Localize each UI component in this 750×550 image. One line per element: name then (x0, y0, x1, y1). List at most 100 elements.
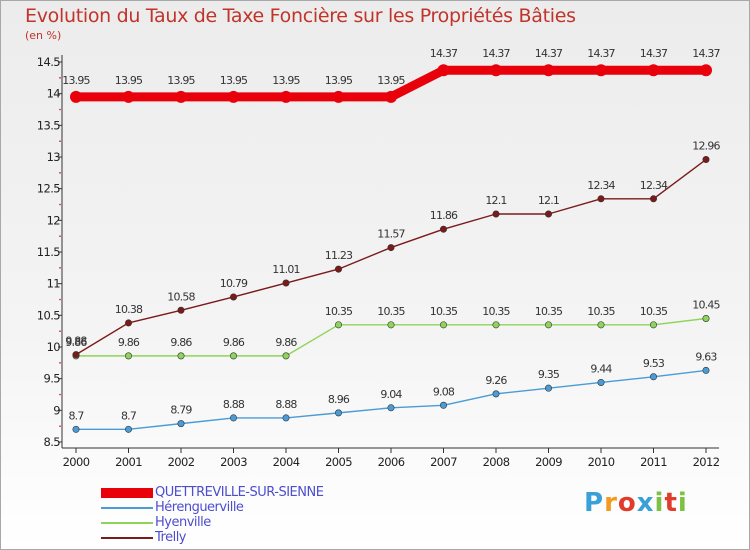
series-point-2 (177, 352, 185, 360)
data-label-1: 9.44 (590, 362, 612, 375)
legend-swatch-herenguerville (101, 507, 153, 509)
logo-letter: i (654, 488, 665, 518)
data-label-3: 10.79 (220, 277, 248, 290)
series-point-1 (649, 373, 657, 381)
y-minor-tick (59, 330, 61, 332)
data-label-3: 11.23 (325, 249, 353, 262)
data-label-0: 13.95 (325, 74, 353, 87)
series-point-1 (439, 401, 447, 409)
legend-item-trelly: Trelly (101, 530, 401, 546)
y-tick-label: 13 (47, 150, 61, 164)
series-point-0 (700, 64, 712, 77)
series-point-0 (647, 64, 660, 77)
chart-legend: QUETTREVILLE-SUR-SIENNE Hérenguerville H… (101, 485, 401, 546)
data-label-1: 8.7 (121, 409, 137, 422)
series-point-3 (72, 351, 80, 359)
logo-letter: t (664, 488, 678, 518)
data-label-1: 9.53 (643, 357, 665, 370)
y-minor-tick (59, 267, 61, 269)
x-tick-label: 2001 (115, 455, 142, 469)
data-label-1: 8.88 (223, 398, 245, 411)
y-tick-label: 12.5 (37, 182, 60, 196)
series-point-0 (542, 64, 555, 77)
data-label-3: 12.96 (692, 140, 720, 153)
data-label-0: 13.95 (62, 74, 90, 87)
series-point-2 (649, 321, 657, 329)
series-point-1 (282, 414, 290, 422)
legend-swatch-trelly (101, 537, 153, 539)
series-point-2 (597, 321, 605, 329)
series-point-3 (544, 210, 552, 218)
y-minor-tick (59, 77, 61, 79)
series-point-2 (544, 321, 552, 329)
data-label-3: 12.1 (538, 194, 559, 207)
series-point-2 (282, 352, 290, 360)
data-label-3: 10.58 (167, 290, 195, 303)
series-point-2 (125, 352, 133, 360)
logo-letter: i (677, 488, 688, 518)
series-point-1 (492, 390, 500, 398)
y-tick-label: 10.5 (37, 308, 60, 322)
series-point-0 (227, 90, 240, 103)
y-minor-tick (59, 108, 61, 111)
y-tick-label: 10 (47, 340, 61, 354)
series-point-0 (280, 90, 292, 103)
data-label-2: 10.35 (377, 305, 405, 318)
x-tick-label: 2010 (588, 455, 615, 469)
y-tick-label: 9 (53, 403, 60, 417)
logo-letter: o (617, 488, 637, 518)
series-point-2 (230, 352, 238, 360)
legend-swatch-hyenville (101, 522, 153, 524)
series-point-1 (125, 425, 133, 433)
data-label-2: 10.35 (640, 305, 668, 318)
chart-title: Evolution du Taux de Taxe Foncière sur l… (25, 5, 576, 27)
series-point-3 (492, 210, 500, 218)
series-point-0 (490, 64, 502, 77)
x-tick-label: 2005 (325, 455, 352, 469)
series-point-1 (544, 384, 552, 392)
series-point-3 (334, 265, 342, 273)
legend-label-hyenville: Hyenville (155, 515, 211, 530)
y-tick-label: 9.5 (44, 372, 61, 386)
data-label-0: 14.37 (430, 47, 458, 60)
x-tick-label: 2006 (378, 455, 405, 469)
series-point-0 (437, 64, 450, 77)
series-point-0 (385, 90, 397, 103)
data-label-3: 12.34 (640, 179, 668, 192)
series-point-1 (177, 420, 185, 428)
logo-letter: x (636, 488, 655, 518)
series-point-3 (649, 195, 657, 203)
legend-label-quettreville: QUETTREVILLE-SUR-SIENNE (155, 485, 324, 500)
chart-unit-label: (en %) (25, 29, 62, 42)
legend-label-trelly: Trelly (155, 530, 187, 545)
data-label-3: 10.38 (115, 303, 143, 316)
series-point-1 (230, 414, 238, 422)
data-label-2: 9.86 (170, 336, 192, 349)
y-tick-label: 11 (47, 277, 61, 291)
series-point-3 (702, 156, 710, 164)
logo-letter: P (584, 488, 605, 518)
y-tick-label: 14.5 (37, 55, 60, 69)
data-label-3: 9.88 (65, 335, 87, 348)
data-label-0: 14.37 (640, 47, 668, 60)
x-tick-label: 2009 (535, 455, 562, 469)
data-label-0: 14.37 (692, 47, 720, 60)
data-label-2: 9.86 (223, 336, 245, 349)
series-point-1 (387, 404, 395, 412)
series-point-2 (439, 321, 447, 329)
data-label-0: 13.95 (220, 74, 248, 87)
series-point-0 (70, 90, 82, 103)
data-label-2: 9.86 (65, 336, 87, 349)
series-point-0 (175, 90, 187, 103)
data-label-0: 13.95 (115, 74, 143, 87)
data-label-3: 12.1 (485, 194, 506, 207)
series-point-1 (597, 378, 605, 386)
y-minor-tick (59, 298, 61, 301)
data-label-3: 11.01 (272, 263, 300, 276)
y-tick-label: 12 (47, 213, 61, 227)
data-label-1: 9.26 (485, 374, 507, 387)
y-minor-tick (59, 362, 61, 364)
data-label-1: 9.63 (695, 350, 717, 363)
data-label-0: 14.37 (587, 47, 615, 60)
